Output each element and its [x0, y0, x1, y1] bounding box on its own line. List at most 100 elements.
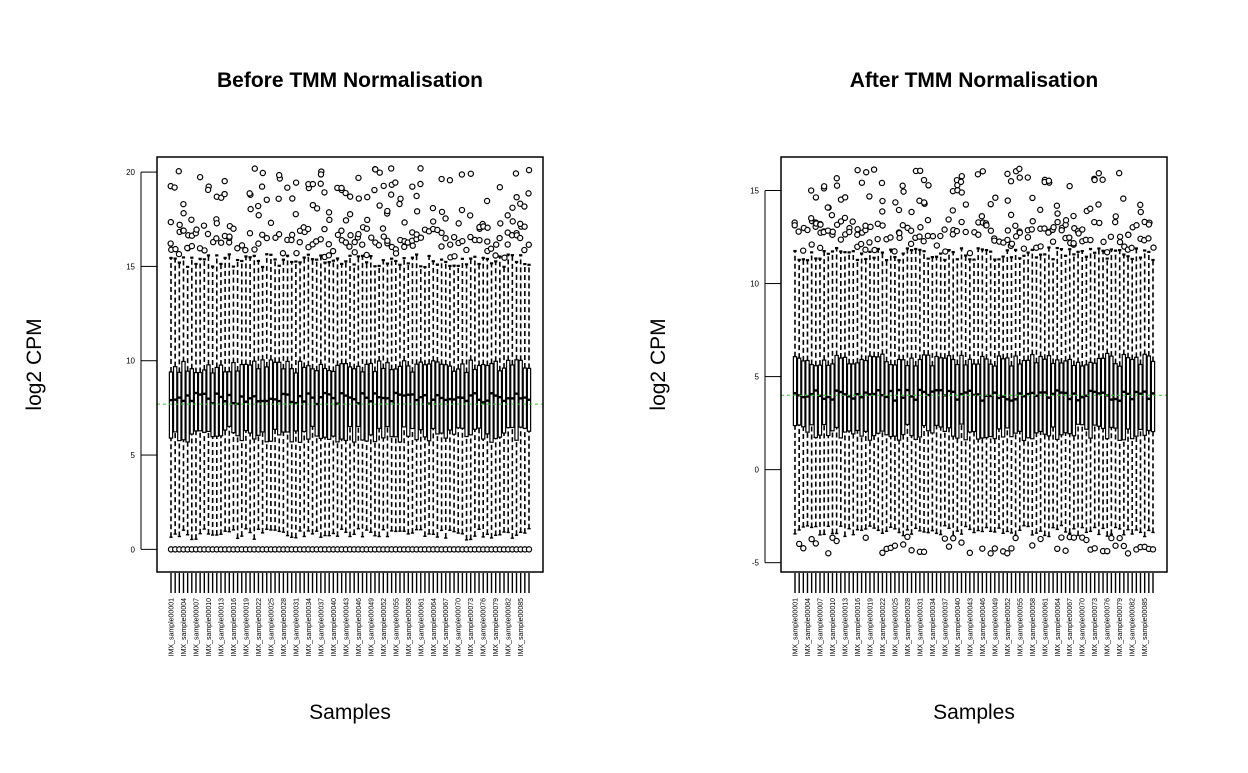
outlier-point: [820, 183, 828, 190]
outlier-point: [497, 220, 504, 227]
box-iqr: [289, 368, 294, 443]
y-tick-label: 0: [755, 466, 760, 475]
box-iqr: [925, 354, 931, 432]
outlier-point: [1004, 236, 1011, 244]
outlier-point: [275, 231, 283, 238]
outlier-point: [438, 175, 445, 183]
outlier-point: [1045, 177, 1053, 184]
box-sample-61: [417, 165, 425, 553]
outlier-point: [1116, 534, 1123, 542]
outlier-point: [808, 535, 815, 543]
outlier-point: [525, 166, 533, 174]
outlier-point: [392, 250, 400, 257]
box-iqr: [1075, 361, 1081, 425]
outlier-point: [920, 238, 927, 245]
outlier-point: [346, 193, 354, 200]
outlier-point: [1016, 174, 1023, 181]
outlier-point: [193, 226, 200, 233]
outlier-point: [525, 546, 533, 553]
outlier-point: [188, 242, 196, 250]
y-tick-label: 10: [750, 280, 759, 289]
box-sample-13: [841, 194, 849, 538]
box-sample-3: [175, 168, 183, 553]
panel-after: After TMM Normalisation -5 0 5 10 15 log2 CPM S…: [647, 69, 1168, 724]
outlier-point: [945, 216, 952, 223]
x-tick-label: IMX_sample00025: [892, 598, 899, 656]
box-sample-20: [246, 190, 254, 553]
y-tick-label: 5: [131, 451, 136, 460]
x-tick-label: IMX_sample00067: [443, 598, 450, 656]
chart-title: After TMM Normalisation: [850, 69, 1099, 92]
outlier-point: [1087, 205, 1094, 212]
outlier-point: [966, 249, 974, 257]
outlier-point: [213, 220, 221, 227]
box-sample-83: [1133, 222, 1140, 553]
box-sample-45: [974, 171, 982, 532]
box-iqr: [476, 364, 482, 429]
x-tick-label: IMX_sample00037: [318, 598, 325, 656]
outlier-point: [1095, 170, 1102, 177]
x-ticks: [794, 573, 1154, 593]
box-iqr: [988, 363, 993, 438]
box-iqr: [917, 358, 923, 438]
box-sample-2: [171, 184, 179, 553]
box-sample-24: [263, 196, 271, 553]
outlier-point: [247, 205, 254, 213]
box-iqr: [285, 360, 290, 433]
outlier-point: [484, 224, 491, 231]
outlier-point: [841, 194, 849, 201]
box-sample-45: [350, 238, 358, 553]
outlier-point: [841, 214, 849, 222]
box-iqr: [1134, 356, 1139, 437]
box-iqr: [871, 356, 877, 437]
outlier-point: [375, 242, 383, 249]
box-sample-79: [492, 241, 500, 553]
outlier-point: [1070, 212, 1077, 220]
box-sample-27: [275, 171, 284, 553]
x-tick-label: IMX_sample00007: [817, 598, 824, 656]
box-iqr: [980, 355, 985, 439]
box-iqr: [817, 364, 823, 436]
outlier-point: [966, 549, 974, 557]
box-sample-26: [271, 234, 279, 553]
outlier-point: [958, 189, 965, 196]
outlier-point: [1062, 547, 1069, 554]
box-sample-40: [329, 247, 337, 553]
box-sample-29: [284, 184, 291, 553]
box-iqr: [431, 360, 436, 430]
box-iqr: [343, 363, 349, 442]
box-sample-57: [1024, 174, 1032, 528]
outlier-point: [812, 194, 820, 201]
outlier-point: [176, 221, 183, 229]
box-iqr: [1067, 358, 1072, 435]
x-tick-label: IMX_sample00004: [805, 598, 812, 656]
outlier-point: [1062, 217, 1070, 224]
outlier-point: [504, 212, 511, 219]
outlier-point: [326, 216, 333, 224]
x-tick-label: IMX_sample00076: [481, 598, 488, 656]
x-tick-label: IMX_sample00073: [1092, 598, 1099, 656]
outlier-point: [201, 247, 208, 254]
box-iqr: [830, 363, 835, 432]
x-tick-label: IMX_sample00052: [1005, 598, 1012, 656]
box-sample-10: [204, 183, 212, 553]
outlier-point: [924, 232, 932, 240]
outlier-point: [1079, 226, 1086, 233]
outlier-point: [317, 180, 324, 187]
x-tick-label: IMX_sample00004: [181, 598, 188, 656]
outlier-point: [284, 184, 291, 191]
y-tick-label: 15: [750, 186, 759, 195]
box-sample-30: [912, 167, 920, 530]
outlier-point: [807, 187, 815, 194]
box-iqr: [364, 363, 369, 442]
box-iqr: [318, 363, 324, 440]
box-iqr: [518, 359, 523, 428]
outlier-point: [364, 216, 371, 224]
box-sample-16: [854, 166, 861, 531]
outlier-point: [413, 208, 421, 215]
outlier-point: [857, 240, 865, 248]
x-tick-label: IMX_sample00028: [905, 598, 912, 656]
outlier-point: [833, 182, 841, 189]
outlier-point: [267, 219, 275, 227]
outlier-point: [908, 547, 915, 554]
